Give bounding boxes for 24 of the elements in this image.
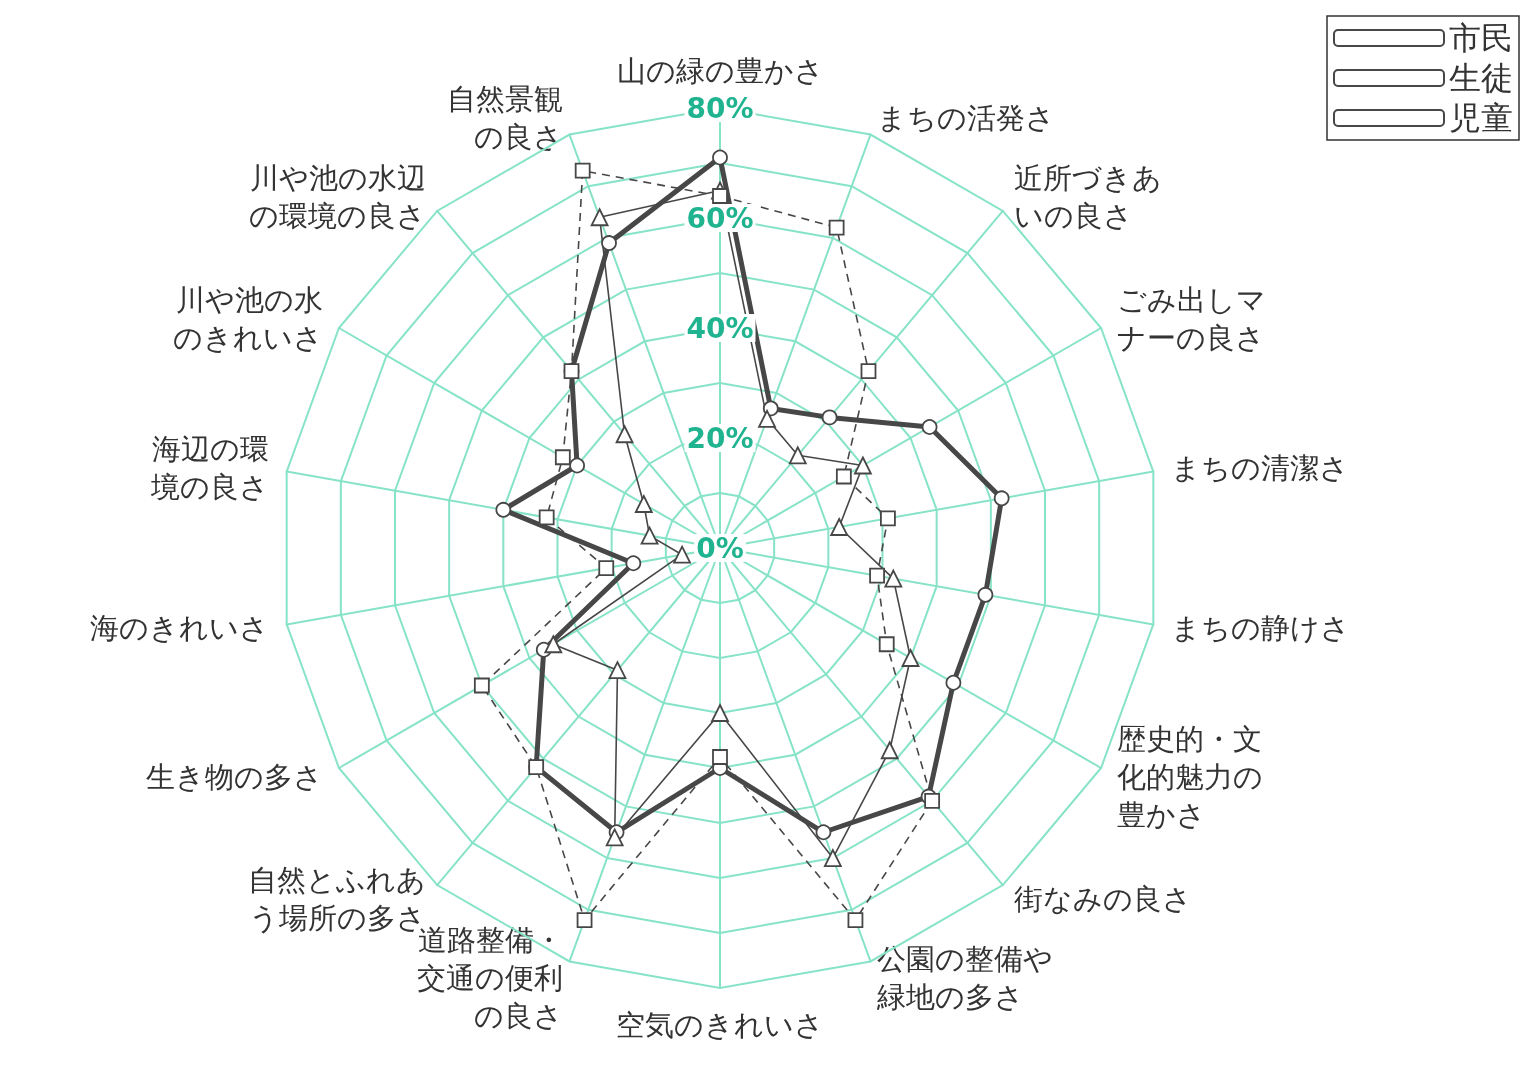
- spoke-label: まちの清潔さ: [1171, 451, 1350, 486]
- spoke-label: 川や池の水のきれいさ: [173, 283, 324, 355]
- y-tick-label: 60%: [686, 201, 754, 235]
- legend-label: 児童: [1449, 99, 1513, 137]
- spoke-label: 山の緑の豊かさ: [616, 54, 824, 88]
- spoke-label: 歴史的・文化的魅力の豊かさ: [1116, 722, 1263, 832]
- spoke-label: 自然景観の良さ: [447, 81, 564, 154]
- spoke-label: 近所づきあいの良さ: [1014, 161, 1163, 234]
- spoke-label: 空気のきれいさ: [616, 1008, 824, 1042]
- spoke-label: 街なみの良さ: [1014, 881, 1193, 916]
- y-tick-label: 80%: [686, 91, 754, 125]
- spoke-label: まちの静けさ: [1171, 610, 1351, 645]
- spoke-label: 海のきれいさ: [89, 610, 269, 645]
- spoke-label: 海辺の環境の良さ: [149, 432, 269, 505]
- spoke-label: ごみ出しマナーの良さ: [1116, 283, 1266, 355]
- spoke-label: まちの活発さ: [876, 100, 1055, 135]
- spoke-label: 川や池の水辺の環境の良さ: [248, 161, 426, 234]
- y-tick-label: 40%: [686, 311, 754, 345]
- spoke-label: 公園の整備や緑地の多さ: [875, 942, 1053, 1015]
- spoke-label: 生き物の多さ: [146, 760, 324, 794]
- y-tick-label: 0%: [696, 531, 744, 565]
- legend-label: 市民: [1449, 19, 1513, 57]
- legend-label: 生徒: [1449, 59, 1513, 97]
- y-tick-label: 20%: [686, 421, 754, 455]
